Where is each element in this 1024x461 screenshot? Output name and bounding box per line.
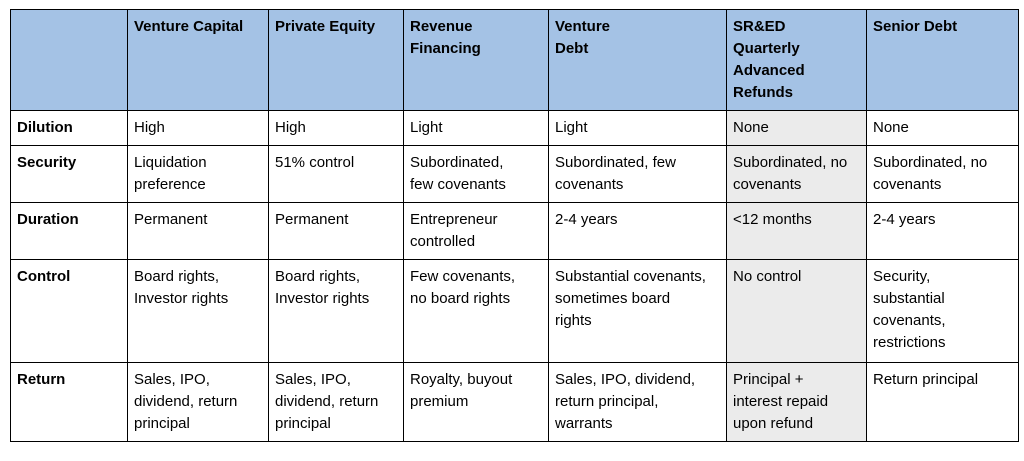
table-cell: Light: [548, 110, 727, 146]
header-revenue-financing: Revenue Financing: [403, 9, 549, 111]
row-label: Duration: [10, 202, 128, 260]
row-label: Security: [10, 145, 128, 203]
table-cell: Substantial covenants, sometimes board r…: [548, 259, 727, 363]
header-corner: [10, 9, 128, 111]
table-cell: Board rights, Investor rights: [127, 259, 269, 363]
table-cell: High: [127, 110, 269, 146]
row-label: Control: [10, 259, 128, 363]
table-cell: 51% control: [268, 145, 404, 203]
header-venture-debt: Venture Debt: [548, 9, 727, 111]
table-row-dilution: Dilution High High Light Light None None: [10, 110, 1019, 146]
table-cell: Subordinated, few covenants: [548, 145, 727, 203]
table-row-control: Control Board rights, Investor rights Bo…: [10, 259, 1019, 363]
table-cell: Sales, IPO, dividend, return principal: [127, 362, 269, 442]
table-cell: Entrepreneur controlled: [403, 202, 549, 260]
table-row-return: Return Sales, IPO, dividend, return prin…: [10, 362, 1019, 442]
table-cell: <12 months: [726, 202, 867, 260]
table-row-duration: Duration Permanent Permanent Entrepreneu…: [10, 202, 1019, 260]
row-label: Dilution: [10, 110, 128, 146]
table-cell: 2-4 years: [548, 202, 727, 260]
financing-comparison-table: Venture Capital Private Equity Revenue F…: [10, 9, 1019, 442]
table-cell: Permanent: [127, 202, 269, 260]
table-cell: High: [268, 110, 404, 146]
table-cell: Principal + interest repaid upon refund: [726, 362, 867, 442]
table-cell: Subordinated, few covenants: [403, 145, 549, 203]
table-cell: None: [866, 110, 1019, 146]
table-row-security: Security Liquidation preference 51% cont…: [10, 145, 1019, 203]
table-cell: Return principal: [866, 362, 1019, 442]
table-cell: Light: [403, 110, 549, 146]
table-cell: Security, substantial covenants, restric…: [866, 259, 1019, 363]
table-cell: Subordinated, no covenants: [726, 145, 867, 203]
table-cell: Liquidation preference: [127, 145, 269, 203]
table-cell: No control: [726, 259, 867, 363]
table-cell: Sales, IPO, dividend, return principal: [268, 362, 404, 442]
table-cell: None: [726, 110, 867, 146]
table-cell: Few covenants, no board rights: [403, 259, 549, 363]
header-row: Venture Capital Private Equity Revenue F…: [10, 9, 1019, 111]
table-cell: Board rights, Investor rights: [268, 259, 404, 363]
header-venture-capital: Venture Capital: [127, 9, 269, 111]
header-private-equity: Private Equity: [268, 9, 404, 111]
table-cell: Permanent: [268, 202, 404, 260]
table-cell: Royalty, buyout premium: [403, 362, 549, 442]
table-cell: Sales, IPO, dividend, return principal, …: [548, 362, 727, 442]
table-cell: Subordinated, no covenants: [866, 145, 1019, 203]
table-cell: 2-4 years: [866, 202, 1019, 260]
header-sred-refunds: SR&ED Quarterly Advanced Refunds: [726, 9, 867, 111]
row-label: Return: [10, 362, 128, 442]
header-senior-debt: Senior Debt: [866, 9, 1019, 111]
